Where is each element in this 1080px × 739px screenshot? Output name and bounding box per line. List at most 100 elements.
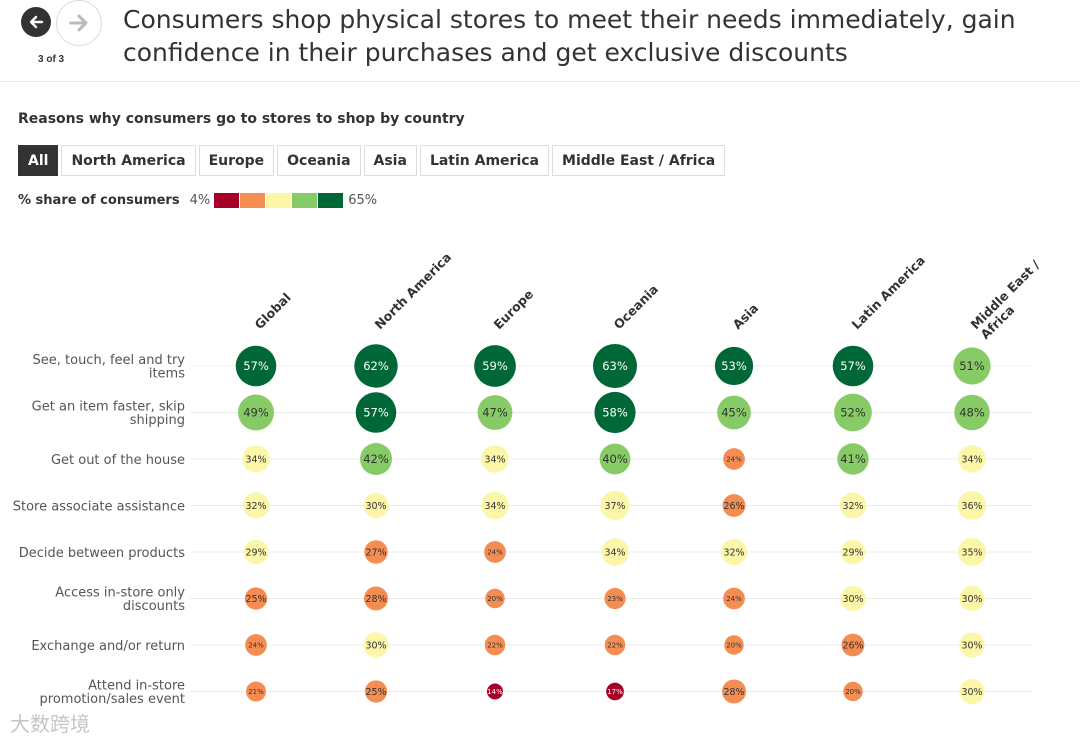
bubble-value: 49% xyxy=(243,406,269,420)
tab-oceania[interactable]: Oceania xyxy=(277,145,361,176)
bubble-value: 41% xyxy=(840,452,866,466)
bubble[interactable]: 25% xyxy=(244,587,268,610)
bubble[interactable]: 32% xyxy=(720,538,748,566)
bubble[interactable]: 42% xyxy=(360,443,392,475)
bubble-value: 25% xyxy=(365,687,386,698)
bubble[interactable]: 23% xyxy=(604,587,626,610)
bubble-value: 30% xyxy=(365,640,386,651)
bubble-value: 34% xyxy=(961,454,982,465)
bubble[interactable]: 30% xyxy=(959,632,985,658)
bubble[interactable]: 57% xyxy=(832,345,874,387)
bubble-value: 25% xyxy=(245,594,266,605)
bubble-value: 48% xyxy=(959,406,985,420)
bubble-value: 57% xyxy=(363,406,389,420)
bubble[interactable]: 28% xyxy=(364,586,388,611)
bubble[interactable]: 14% xyxy=(487,683,503,700)
bubble[interactable]: 57% xyxy=(235,345,277,387)
bubble[interactable]: 37% xyxy=(600,490,630,521)
bubble[interactable]: 51% xyxy=(953,347,991,385)
bubble[interactable]: 29% xyxy=(243,539,269,565)
bubble[interactable]: 34% xyxy=(481,445,509,473)
bubble[interactable]: 35% xyxy=(958,538,986,566)
bubble-value: 63% xyxy=(602,359,628,373)
bubble[interactable]: 29% xyxy=(840,539,866,565)
bubble[interactable]: 24% xyxy=(723,587,745,610)
bubble-value: 28% xyxy=(723,687,744,698)
next-button[interactable] xyxy=(56,0,102,46)
bubble[interactable]: 62% xyxy=(354,344,398,388)
bubble[interactable]: 52% xyxy=(834,393,872,432)
tab-all[interactable]: All xyxy=(18,145,59,176)
bubble[interactable]: 22% xyxy=(604,634,626,656)
bubble[interactable]: 24% xyxy=(484,541,506,563)
bubble-value: 29% xyxy=(245,547,266,558)
bubble[interactable]: 21% xyxy=(246,681,266,702)
bubble[interactable]: 48% xyxy=(954,394,990,431)
bubble-value: 22% xyxy=(607,642,623,650)
bubble[interactable]: 34% xyxy=(958,445,986,473)
bubble-value: 27% xyxy=(365,547,386,558)
bubble[interactable]: 30% xyxy=(363,492,389,519)
bubble-value: 30% xyxy=(842,594,863,605)
bubble[interactable]: 30% xyxy=(959,678,985,705)
bubble[interactable]: 36% xyxy=(957,491,987,520)
bubble[interactable]: 20% xyxy=(724,635,744,655)
bubble[interactable]: 30% xyxy=(840,585,866,612)
bubble-value: 30% xyxy=(961,687,982,698)
bubble[interactable]: 34% xyxy=(601,538,629,566)
legend-swatch xyxy=(214,193,240,208)
bubble[interactable]: 32% xyxy=(242,492,270,519)
tab-asia[interactable]: Asia xyxy=(363,145,417,176)
bubble[interactable]: 40% xyxy=(599,443,631,475)
bubble-value: 17% xyxy=(607,688,623,696)
bubble[interactable]: 20% xyxy=(843,681,863,702)
tab-latin-america[interactable]: Latin America xyxy=(419,145,550,176)
bubble[interactable]: 30% xyxy=(959,585,985,612)
bubble-value: 29% xyxy=(842,547,863,558)
tab-europe[interactable]: Europe xyxy=(198,145,275,176)
bubble[interactable]: 49% xyxy=(238,394,274,431)
bubble[interactable]: 45% xyxy=(717,395,751,430)
bubble-value: 20% xyxy=(487,595,503,603)
row-label: Attend in-store promotion/sales event xyxy=(40,679,185,708)
previous-button[interactable] xyxy=(21,7,51,37)
bubble[interactable]: 27% xyxy=(364,540,388,564)
bubble[interactable]: 63% xyxy=(593,344,637,388)
row-label: Store associate assistance xyxy=(13,500,185,515)
bubble[interactable]: 26% xyxy=(722,494,746,517)
arrow-left-icon xyxy=(29,15,44,29)
bubble[interactable]: 17% xyxy=(606,682,624,701)
bubble[interactable]: 30% xyxy=(363,632,389,658)
bubble[interactable]: 57% xyxy=(355,392,397,433)
region-filter-tabs: All North America Europe Oceania Asia La… xyxy=(18,145,726,176)
color-legend: % share of consumers 4% 65% xyxy=(18,193,377,208)
bubble-value: 14% xyxy=(487,688,503,696)
column-label: Middle East /Africa xyxy=(968,257,1053,342)
bubble[interactable]: 47% xyxy=(477,395,513,430)
bubble[interactable]: 24% xyxy=(723,448,745,470)
bubble[interactable]: 32% xyxy=(839,492,867,519)
bubble-value: 40% xyxy=(602,452,628,466)
bubble[interactable]: 22% xyxy=(484,634,506,656)
bubble-value: 57% xyxy=(243,359,269,373)
bubble[interactable]: 26% xyxy=(841,633,865,657)
bubble[interactable]: 20% xyxy=(485,588,505,609)
bubble[interactable]: 34% xyxy=(481,491,509,520)
bubble[interactable]: 58% xyxy=(594,391,636,434)
bubble[interactable]: 59% xyxy=(474,345,516,387)
watermark: 大数跨境 xyxy=(10,712,90,736)
bubble-value: 53% xyxy=(721,359,747,373)
bubble[interactable]: 24% xyxy=(245,634,267,656)
bubble[interactable]: 28% xyxy=(722,679,746,704)
column-label: Latin America xyxy=(849,253,928,332)
tab-middle-east-africa[interactable]: Middle East / Africa xyxy=(552,145,726,176)
tab-north-america[interactable]: North America xyxy=(61,145,196,176)
bubble[interactable]: 34% xyxy=(242,445,270,473)
bubble[interactable]: 41% xyxy=(837,443,869,475)
bubble-value: 30% xyxy=(961,594,982,605)
bubble-value: 32% xyxy=(842,501,863,512)
bubble[interactable]: 53% xyxy=(714,346,754,386)
legend-swatch xyxy=(318,193,344,208)
bubble[interactable]: 25% xyxy=(364,680,388,703)
bubble-value: 37% xyxy=(604,501,625,512)
